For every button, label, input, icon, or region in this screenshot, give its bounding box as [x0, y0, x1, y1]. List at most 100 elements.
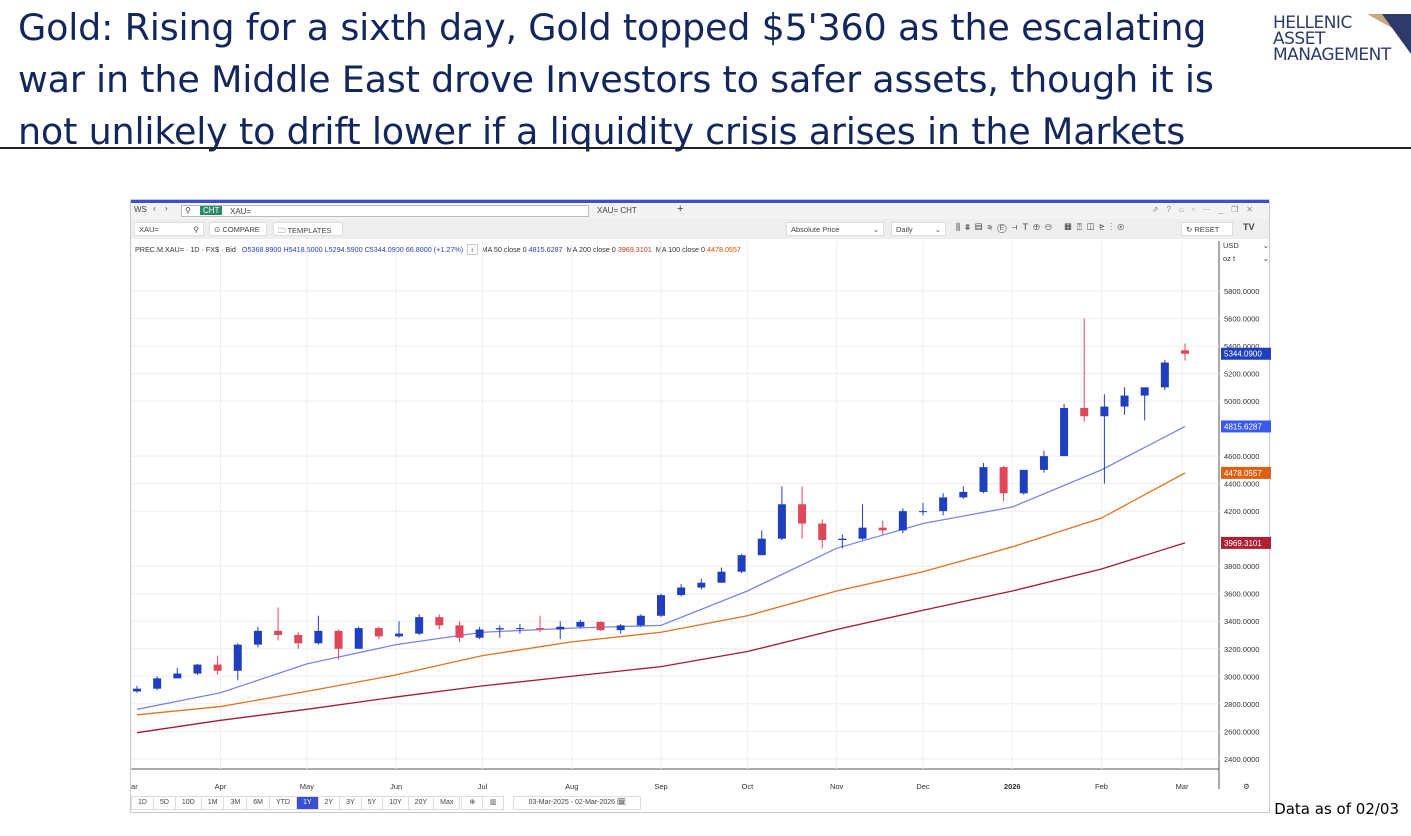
candle-body [1039, 456, 1048, 470]
search-value: XAU= [230, 207, 252, 216]
open-value: O5368.8900 [241, 245, 282, 254]
candle-body [777, 504, 786, 539]
chart-toolbar: XAU= ⚲ ⊙ COMPARE 🗀 TEMPLATES Absolute Pri… [131, 219, 1269, 239]
logo-line3: MANAGEMENT [1273, 45, 1391, 65]
x-tick-label: Oct [742, 782, 755, 791]
close-value: C5344.0900 [364, 245, 404, 254]
range-button-1d[interactable]: 1D [131, 796, 154, 810]
candle-body [616, 625, 625, 631]
candle-body [173, 673, 182, 679]
instrument-label: PREC.M.XAU= · 1D · FX$ · Bid [135, 245, 236, 254]
ma50-label: MA 50 close 0 [481, 245, 527, 254]
search-input[interactable]: ⚲ CHT XAU= [181, 205, 589, 217]
candle-body [274, 630, 283, 635]
calendar-view-icon[interactable]: ▥ [482, 796, 505, 810]
range-button-1m[interactable]: 1M [200, 796, 225, 810]
search-tag: CHT [200, 206, 223, 215]
x-tick-label: Apr [215, 782, 227, 791]
ma100-value: 4478.0557 [706, 245, 741, 254]
candle-body [153, 678, 162, 689]
candle-body [395, 633, 403, 637]
ric-input[interactable]: XAU= ⚲ [134, 222, 204, 236]
nav-forward-icon[interactable]: › [165, 204, 168, 213]
tradingview-logo: TV [1243, 222, 1255, 232]
x-tick-label: Dec [916, 782, 930, 791]
divider [0, 147, 1411, 149]
range-button-2y[interactable]: 2Y [317, 796, 341, 810]
candle-body [576, 621, 585, 627]
range-button-20y[interactable]: 20Y [407, 796, 435, 810]
candle-body [133, 688, 141, 692]
range-button-3y[interactable]: 3Y [339, 796, 362, 810]
ma50-value: 4815.6287 [528, 245, 563, 254]
interval-select[interactable]: Daily ⌄ [891, 222, 946, 236]
logo-mark-icon [1367, 14, 1411, 54]
candle-body [233, 644, 242, 671]
window-controls[interactable]: ⇗?⌂▫⋯_❐✕ [1151, 205, 1261, 214]
price-chart[interactable]: 5800.0000 5600.0000 5400.0000 5200.0000 5000… [131, 200, 1271, 796]
candle-body [213, 664, 222, 671]
change-value: 66.8000 (+1.27%) [405, 245, 464, 254]
candle-body [697, 582, 706, 588]
ma-tag-label: 4815.6287 [1224, 422, 1262, 431]
range-button-3m[interactable]: 3M [223, 796, 248, 810]
range-button-6m[interactable]: 6M [246, 796, 270, 810]
candle-body [717, 571, 726, 583]
reset-button[interactable]: ↻ RESET [1181, 222, 1233, 236]
candle-body [435, 617, 444, 626]
range-button-5d[interactable]: 5D [152, 796, 176, 810]
currency-select[interactable]: USD ⌄ [1223, 241, 1269, 250]
candle-body [1181, 350, 1189, 354]
last-price-tag-label: 5344.0900 [1224, 350, 1262, 359]
range-button-ytd[interactable]: YTD [268, 796, 297, 810]
price-mode-select[interactable]: Absolute Price ⌄ [786, 222, 884, 236]
last-price-tag [1221, 347, 1271, 360]
search-icon: ⚲ [193, 225, 200, 234]
x-tick-label: Jul [478, 782, 488, 791]
range-button-5y[interactable]: 5Y [360, 796, 384, 810]
compare-range-icon[interactable]: ⊕ [461, 796, 484, 810]
candle-body [536, 628, 545, 630]
y-tick-label: 5200.0000 [1224, 370, 1259, 379]
ma100-label: MA 100 close 0 [655, 245, 705, 254]
ma-line [136, 542, 1186, 734]
chart-window: WS ‹ › ⚲ CHT XAU= XAU= CHT + ⇗?⌂▫⋯_❐✕ XA… [130, 199, 1271, 813]
range-button-max[interactable]: Max [433, 796, 461, 810]
candle-body [1100, 406, 1109, 417]
unit-select[interactable]: oz t ⌄ [1223, 254, 1269, 263]
nav-back-icon[interactable]: ‹ [153, 204, 156, 213]
candle-body [838, 538, 847, 541]
candle-body [354, 628, 363, 649]
ma-tag [1221, 420, 1271, 433]
y-tick-label: 4600.0000 [1224, 452, 1259, 461]
ma-line [136, 425, 1186, 710]
candle-body [253, 630, 262, 645]
y-tick-label: 5800.0000 [1224, 287, 1259, 296]
range-bar: 1D 5D 10D 1M 3M 6M YTD 1Y 2Y 3Y 5Y 10Y 20Y Max ⊕ ▥ 03-… [131, 796, 1269, 813]
low-value: L5294.5900 [324, 245, 363, 254]
axis-settings: USD ⌄ oz t ⌄ [1223, 241, 1269, 267]
candle-body [898, 511, 907, 531]
candle-body [455, 625, 464, 638]
candle-body [193, 664, 202, 674]
ma-line [136, 472, 1186, 716]
templates-button[interactable]: 🗀 TEMPLATES [273, 222, 343, 236]
x-tick-label: Feb [1095, 782, 1108, 791]
compare-button[interactable]: ⊙ COMPARE [209, 222, 267, 236]
collapse-legend-button[interactable]: ‹ [467, 244, 478, 255]
workspace-menu[interactable]: WS [134, 205, 147, 214]
candle-body [737, 555, 746, 572]
tab-xau-cht[interactable]: XAU= CHT [597, 206, 637, 215]
range-button-1y[interactable]: 1Y [295, 796, 319, 810]
add-tab-button[interactable]: + [677, 203, 684, 215]
x-tick-label: Mar [1176, 782, 1189, 791]
ma-tag [1221, 536, 1271, 549]
date-range-input[interactable]: 03-Mar-2025 - 02-Mar-2026 🗓 [513, 796, 642, 810]
y-tick-label: 3600.0000 [1224, 590, 1259, 599]
range-button-10d[interactable]: 10D [174, 796, 202, 810]
x-tick-label: Mar [131, 782, 138, 791]
range-button-10y[interactable]: 10Y [382, 796, 409, 810]
drawing-tools[interactable]: ⫼⩩▤≋Ⓔ⊣T⊕⊖ ▦⍰◫⊵⋮⊛ [956, 222, 1130, 232]
candle-body [959, 491, 968, 498]
candle-body [334, 630, 343, 649]
